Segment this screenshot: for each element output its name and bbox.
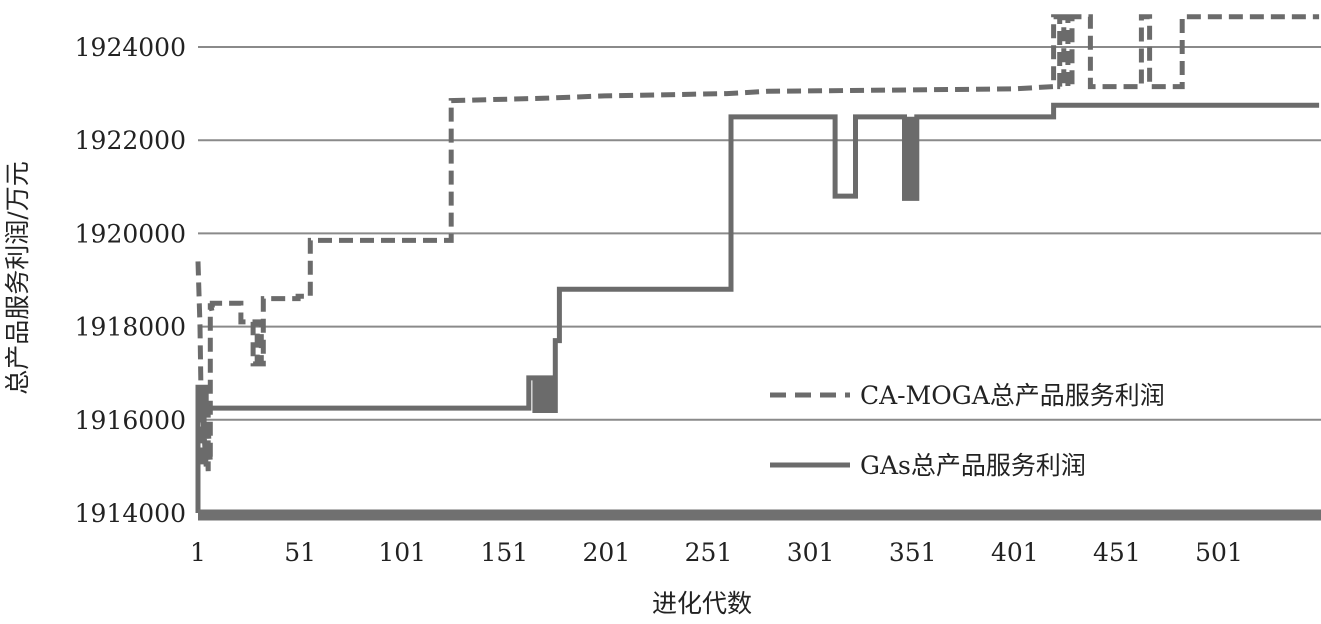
legend: CA-MOGA总产品服务利润 GAs总产品服务利润 bbox=[770, 381, 1165, 480]
x-tick-label: 101 bbox=[378, 538, 426, 567]
y-tick-label: 1922000 bbox=[75, 126, 186, 155]
gridlines bbox=[198, 46, 1321, 421]
x-axis-title: 进化代数 bbox=[652, 589, 752, 618]
series-line-ca-moga bbox=[195, 14, 1320, 472]
series-lines bbox=[195, 14, 1320, 513]
x-tick-label: 51 bbox=[284, 538, 316, 567]
legend-label-gas: GAs总产品服务利润 bbox=[860, 451, 1086, 480]
y-tick-labels: 1914000 1916000 1918000 1920000 1922000 19240… bbox=[75, 33, 186, 528]
x-tick-label: 451 bbox=[1093, 538, 1141, 567]
x-tick-label: 151 bbox=[480, 538, 528, 567]
series-line-gas bbox=[195, 102, 1320, 513]
y-axis-title: 总产品服务利润/万元 bbox=[3, 161, 32, 394]
x-tick-label: 251 bbox=[685, 538, 733, 567]
x-tick-label: 1 bbox=[190, 538, 206, 567]
x-tick-label: 501 bbox=[1195, 538, 1243, 567]
x-tick-labels: 1 51 101 151 201 251 301 351 401 451 501 bbox=[190, 538, 1243, 567]
x-tick-label: 201 bbox=[583, 538, 631, 567]
y-tick-label: 1916000 bbox=[75, 406, 186, 435]
x-tick-label: 301 bbox=[787, 538, 835, 567]
y-tick-label: 1924000 bbox=[75, 33, 186, 62]
y-tick-label: 1918000 bbox=[75, 313, 186, 342]
y-tick-label: 1920000 bbox=[75, 219, 186, 248]
x-tick-label: 351 bbox=[889, 538, 937, 567]
legend-label-ca-moga: CA-MOGA总产品服务利润 bbox=[860, 381, 1165, 410]
x-tick-label: 401 bbox=[991, 538, 1039, 567]
y-tick-label: 1914000 bbox=[75, 499, 186, 528]
